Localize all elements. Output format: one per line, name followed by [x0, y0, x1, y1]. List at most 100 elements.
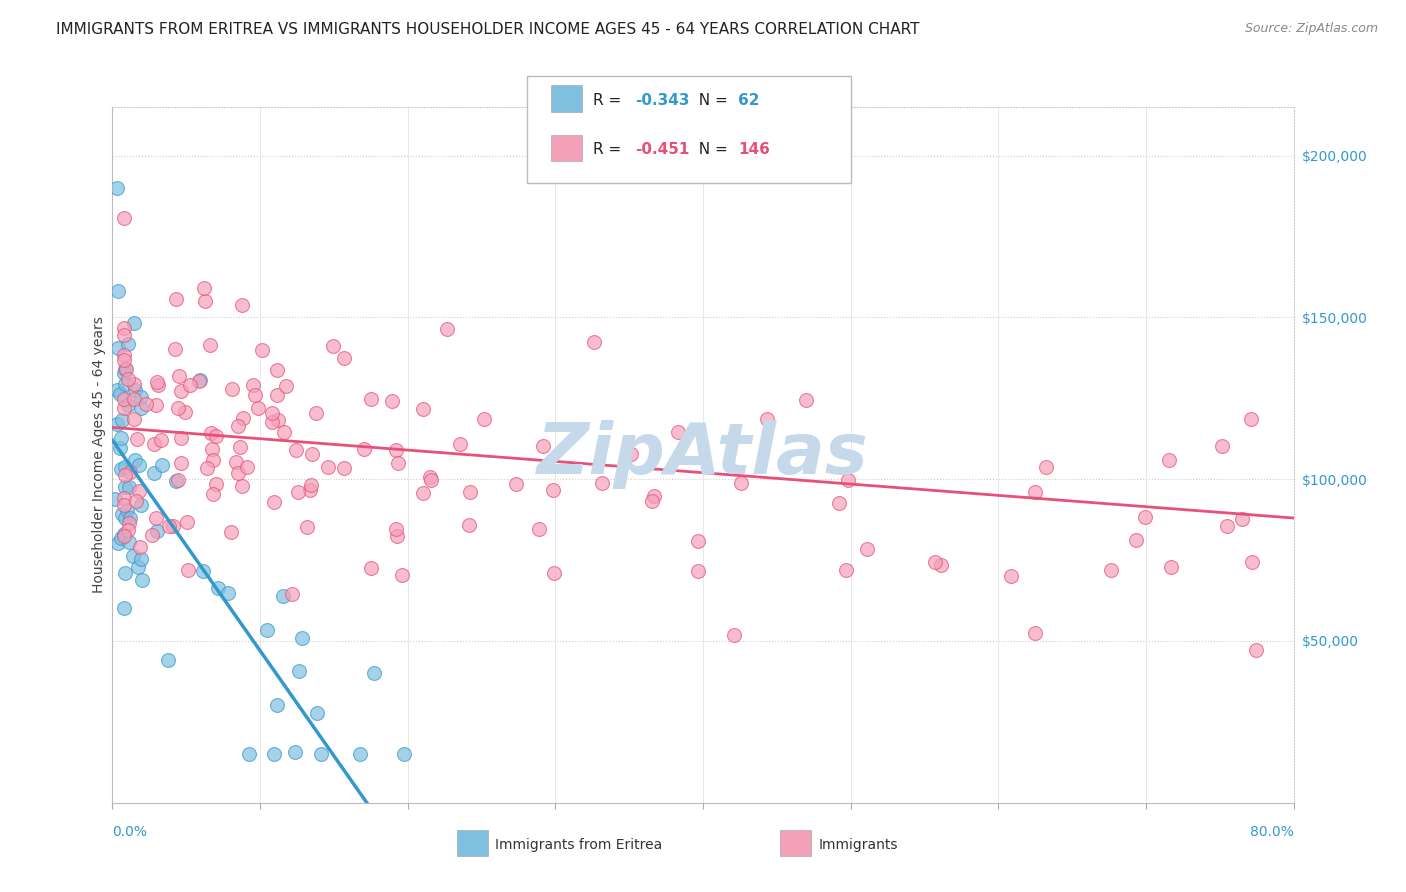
Point	[686, 533, 709, 548]
Point	[117, 523, 139, 537]
Text: N =: N =	[689, 142, 733, 157]
Point	[1230, 511, 1253, 525]
Point	[112, 529, 135, 543]
Point	[1244, 642, 1267, 657]
Point	[828, 496, 851, 510]
Point	[1000, 569, 1022, 583]
Point	[105, 383, 128, 397]
Point	[127, 560, 149, 574]
Point	[256, 623, 278, 637]
Point	[236, 460, 259, 475]
Point	[1024, 485, 1046, 500]
Point	[122, 549, 145, 564]
Text: Source: ZipAtlas.com: Source: ZipAtlas.com	[1244, 22, 1378, 36]
Point	[419, 473, 441, 487]
Point	[114, 479, 136, 493]
Point	[165, 474, 187, 488]
Point	[1160, 559, 1182, 574]
Text: N =: N =	[689, 93, 733, 108]
Text: Immigrants: Immigrants	[818, 838, 898, 852]
Point	[297, 519, 319, 533]
Point	[176, 515, 198, 529]
Point	[207, 581, 229, 595]
Text: -0.451: -0.451	[636, 142, 690, 157]
Point	[112, 367, 135, 381]
Point	[385, 443, 408, 458]
Point	[141, 528, 163, 542]
Point	[202, 453, 225, 467]
Point	[118, 534, 141, 549]
Point	[231, 298, 253, 312]
Point	[122, 316, 145, 330]
Point	[231, 479, 253, 493]
Point	[924, 555, 946, 569]
Point	[146, 524, 169, 538]
Point	[353, 442, 375, 456]
Point	[124, 383, 146, 397]
Point	[620, 447, 643, 461]
Point	[114, 566, 136, 580]
Point	[198, 338, 221, 352]
Point	[458, 518, 481, 533]
Text: IMMIGRANTS FROM ERITREA VS IMMIGRANTS HOUSEHOLDER INCOME AGES 45 - 64 YEARS CORR: IMMIGRANTS FROM ERITREA VS IMMIGRANTS HO…	[56, 22, 920, 37]
Point	[250, 343, 273, 357]
Text: R =: R =	[593, 142, 627, 157]
Point	[118, 480, 141, 494]
Point	[131, 551, 153, 566]
Point	[131, 573, 153, 587]
Point	[122, 392, 145, 407]
Point	[187, 374, 209, 388]
Point	[266, 362, 288, 376]
Point	[200, 425, 222, 440]
Point	[291, 632, 314, 646]
Point	[281, 587, 304, 601]
Point	[582, 334, 605, 349]
Point	[170, 431, 193, 445]
Point	[122, 377, 145, 392]
Y-axis label: Householder Income Ages 45 - 64 years: Householder Income Ages 45 - 64 years	[91, 317, 105, 593]
Point	[450, 437, 472, 451]
Point	[117, 336, 139, 351]
Point	[543, 566, 565, 580]
Point	[104, 492, 127, 507]
Point	[193, 281, 215, 295]
Point	[120, 465, 142, 479]
Point	[274, 379, 297, 393]
Point	[796, 393, 818, 408]
Point	[387, 456, 409, 470]
Text: -0.343: -0.343	[636, 93, 690, 108]
Point	[392, 747, 415, 762]
Point	[112, 353, 135, 368]
Point	[412, 401, 434, 416]
Point	[835, 563, 858, 577]
Point	[273, 589, 295, 603]
Point	[225, 455, 247, 469]
Point	[360, 392, 382, 407]
Point	[266, 698, 288, 712]
Point	[723, 628, 745, 642]
Point	[267, 413, 290, 427]
Point	[260, 406, 283, 420]
Point	[107, 285, 129, 299]
Point	[112, 211, 135, 225]
Point	[217, 585, 239, 599]
Point	[111, 507, 134, 521]
Point	[191, 564, 214, 578]
Point	[204, 429, 226, 443]
Point	[167, 401, 190, 415]
Point	[266, 388, 288, 402]
Point	[128, 484, 150, 499]
Point	[643, 489, 665, 503]
Point	[177, 563, 200, 577]
Point	[165, 293, 187, 307]
Point	[169, 369, 191, 384]
Point	[1024, 626, 1046, 640]
Point	[472, 411, 495, 425]
Point	[273, 425, 295, 440]
Point	[229, 441, 252, 455]
Point	[322, 339, 344, 353]
Point	[591, 475, 613, 490]
Text: ZipAtlas: ZipAtlas	[537, 420, 869, 490]
Point	[1133, 510, 1156, 524]
Point	[195, 460, 218, 475]
